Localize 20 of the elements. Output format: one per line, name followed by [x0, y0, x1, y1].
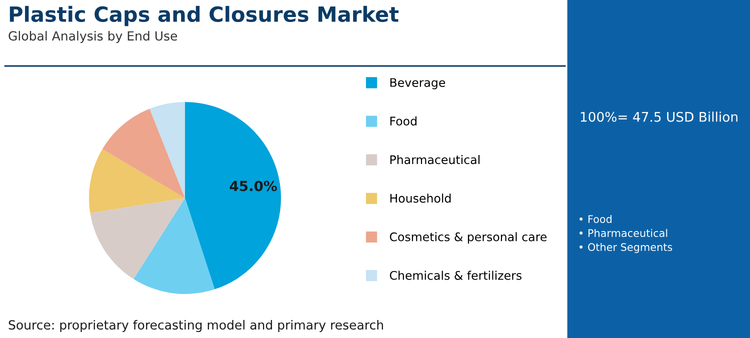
text: 100%= 47.5 USD Billion — [580, 112, 738, 122]
legend-label: Household — [390, 194, 451, 203]
legend-label: Beverage — [390, 78, 446, 90]
text: • Other Segments — [580, 242, 672, 254]
source-note: Source: proprietary forecasting model and primary research — [8, 320, 383, 332]
pie-slice — [185, 102, 281, 290]
pie-slice — [150, 102, 185, 198]
text: • Food — [580, 214, 612, 224]
pie-slice — [102, 108, 185, 198]
pie-slice — [90, 198, 185, 280]
chart-title: Plastic Caps and Closures Market — [10, 6, 399, 26]
legend-label: Food — [390, 116, 416, 126]
chart-subtitle: Global Analysis by End Use — [8, 30, 178, 44]
pie-slice — [89, 149, 185, 214]
legend-label: Cosmetics & personal care — [390, 232, 547, 244]
legend-label: Pharmaceutical — [390, 155, 480, 164]
pie-slice — [134, 198, 215, 294]
legend-label: Chemicals & fertilizers — [390, 270, 522, 280]
data-label: 45.0% — [230, 180, 277, 192]
text: • Pharmaceutical — [580, 228, 668, 238]
